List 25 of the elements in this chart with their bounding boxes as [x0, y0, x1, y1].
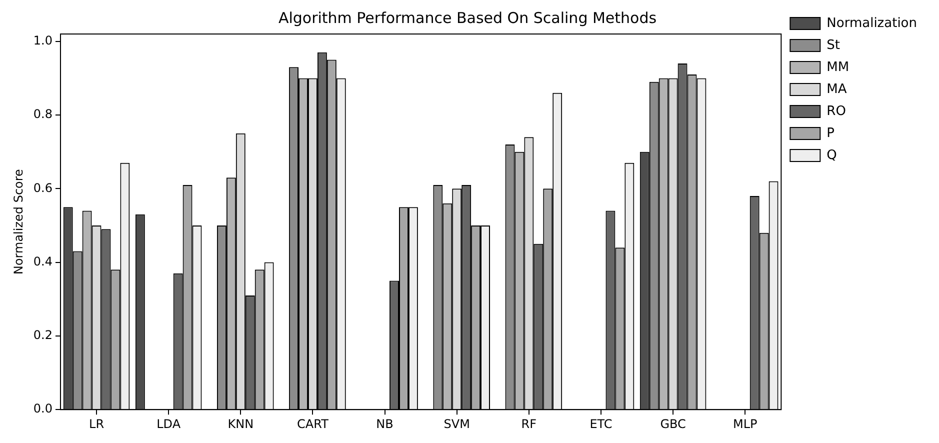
legend-label: RO [826, 104, 846, 119]
x-tick-label: CART [297, 416, 330, 431]
x-tick-label: LR [89, 416, 104, 431]
chart-title: Algorithm Performance Based On Scaling Methods [278, 8, 657, 27]
legend-label: P [826, 126, 835, 141]
x-tick-label: LDA [156, 416, 182, 431]
legend-label: MA [826, 82, 847, 97]
y-tick-label: 0.0 [33, 402, 52, 416]
legend-label: St [826, 38, 840, 53]
legend-label: Q [826, 148, 837, 163]
x-tick-label: NB [376, 416, 394, 431]
legend-label: Normalization [826, 16, 918, 31]
x-tick-label: KNN [228, 416, 254, 431]
y-tick-label: 1.0 [33, 33, 52, 48]
y-tick-label: 0.4 [33, 254, 52, 268]
y-tick-label: 0.2 [33, 328, 52, 342]
legend-label: MM [826, 60, 850, 75]
x-tick-label: GBC [660, 416, 686, 431]
x-tick-label: SVM [444, 416, 470, 431]
y-axis-title: Normalized Score [11, 169, 26, 275]
x-tick-label: RF [521, 416, 537, 431]
y-tick-label: 0.8 [33, 107, 52, 122]
x-tick-label: ETC [590, 416, 612, 431]
x-tick-label: MLP [732, 416, 758, 431]
y-tick-label: 0.6 [33, 180, 52, 195]
